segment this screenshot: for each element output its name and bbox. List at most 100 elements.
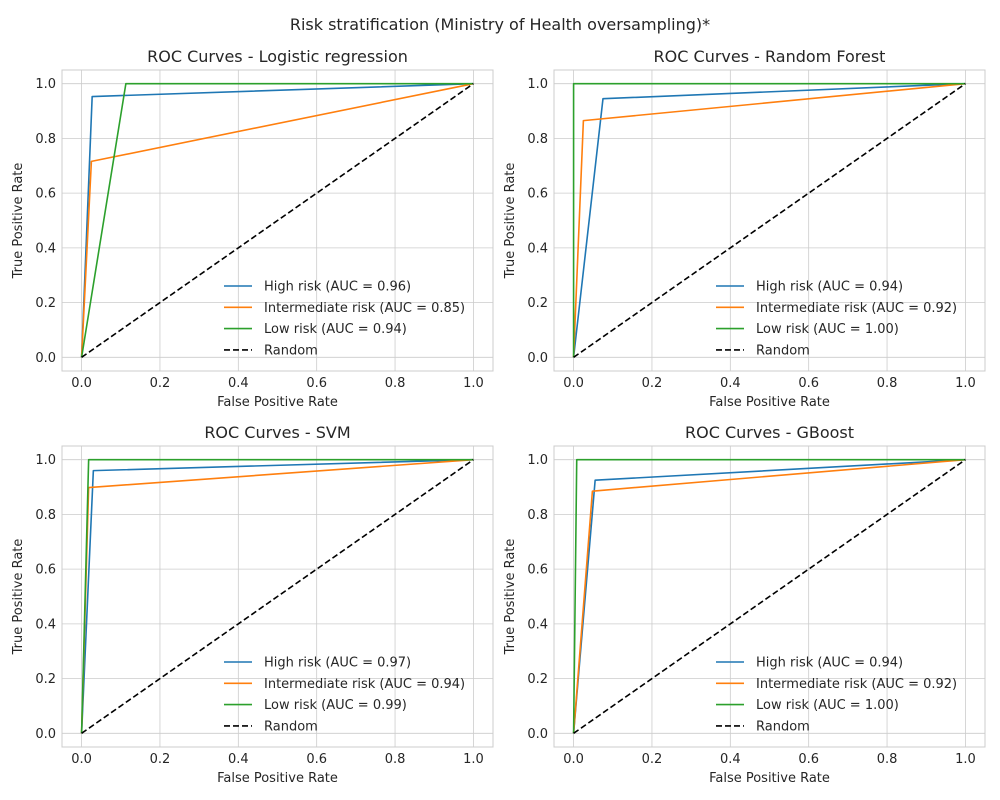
legend-label: Intermediate risk (AUC = 0.92)	[756, 677, 957, 692]
x-tick-label: 0.4	[228, 752, 249, 767]
plot-frame	[61, 445, 494, 748]
x-tick-label: 0.2	[642, 376, 663, 391]
chart-panel: 0.0 0.2 0.4 0.6 0.8 1.0 0.0 0.2 0.4 0.6 0.8 1.0 ROC …	[11, 47, 494, 410]
x-tick-label: 0.8	[385, 752, 406, 767]
x-axis-label: False Positive Rate	[217, 395, 338, 410]
y-axis-label: True Positive Rate	[503, 163, 518, 280]
legend-label: Random	[264, 719, 318, 734]
y-tick-label: 0.4	[35, 241, 56, 256]
series-line-intermediate	[572, 82, 966, 358]
plot-frame	[553, 445, 986, 748]
series-line-low	[572, 458, 966, 734]
series-line-intermediate	[572, 458, 966, 734]
legend-label: Low risk (AUC = 0.99)	[264, 698, 407, 713]
legend: High risk (AUC = 0.96) Intermediate risk …	[224, 280, 465, 358]
y-tick-label: 0.6	[527, 187, 548, 202]
x-tick-label: 0.6	[306, 752, 327, 767]
chart-title: ROC Curves - SVM	[204, 423, 350, 442]
x-tick-label: 0.0	[71, 376, 92, 391]
x-tick-label: 0.4	[720, 752, 741, 767]
y-tick-label: 0.4	[527, 241, 548, 256]
y-tick-label: 0.4	[35, 617, 56, 632]
legend-label: Random	[264, 343, 318, 358]
legend: High risk (AUC = 0.94) Intermediate risk …	[716, 656, 957, 734]
legend-label: High risk (AUC = 0.96)	[264, 280, 411, 295]
y-tick-label: 0.0	[35, 727, 56, 742]
legend-label: High risk (AUC = 0.97)	[264, 656, 411, 671]
x-tick-label: 1.0	[463, 376, 484, 391]
x-tick-label: 0.6	[798, 376, 819, 391]
y-tick-label: 0.2	[35, 672, 56, 687]
y-tick-label: 0.0	[527, 727, 548, 742]
legend-label: Low risk (AUC = 1.00)	[756, 698, 899, 713]
legend-label: Low risk (AUC = 0.94)	[264, 322, 407, 337]
x-axis-label: False Positive Rate	[709, 771, 830, 786]
y-tick-label: 0.6	[35, 563, 56, 578]
legend: High risk (AUC = 0.97) Intermediate risk …	[224, 656, 465, 734]
legend-label: Random	[756, 343, 810, 358]
x-tick-label: 0.0	[71, 752, 92, 767]
series-line-random	[81, 83, 474, 358]
figure-title: Risk stratification (Ministry of Health …	[290, 15, 710, 34]
y-tick-label: 0.2	[527, 672, 548, 687]
x-tick-label: 0.8	[385, 376, 406, 391]
legend-label: Random	[756, 719, 810, 734]
y-tick-label: 1.0	[35, 453, 56, 468]
y-tick-label: 0.6	[35, 187, 56, 202]
y-tick-label: 0.2	[527, 296, 548, 311]
x-axis-label: False Positive Rate	[217, 771, 338, 786]
x-tick-label: 0.2	[642, 752, 663, 767]
chart-panel: 0.0 0.2 0.4 0.6 0.8 1.0 0.0 0.2 0.4 0.6 0.8 1.0 ROC …	[503, 423, 986, 786]
legend-label: High risk (AUC = 0.94)	[756, 280, 903, 295]
series-line-low	[572, 82, 966, 358]
series-line-random	[573, 459, 966, 734]
x-tick-label: 0.8	[877, 376, 898, 391]
legend-label: Intermediate risk (AUC = 0.85)	[264, 301, 465, 316]
y-tick-label: 0.8	[527, 508, 548, 523]
y-axis-label: True Positive Rate	[503, 539, 518, 656]
y-tick-label: 1.0	[527, 77, 548, 92]
x-tick-label: 0.6	[306, 376, 327, 391]
y-tick-label: 0.8	[527, 132, 548, 147]
chart-title: ROC Curves - Logistic regression	[147, 47, 408, 66]
plot-frame	[61, 69, 494, 372]
y-axis-label: True Positive Rate	[11, 539, 26, 656]
y-tick-label: 1.0	[35, 77, 56, 92]
x-tick-label: 0.2	[150, 376, 171, 391]
y-axis-label: True Positive Rate	[11, 163, 26, 280]
series-line-high	[80, 458, 474, 734]
x-tick-label: 1.0	[955, 376, 976, 391]
series-line-low	[80, 458, 474, 734]
y-tick-label: 0.6	[527, 563, 548, 578]
y-tick-label: 0.8	[35, 508, 56, 523]
legend-label: Intermediate risk (AUC = 0.92)	[756, 301, 957, 316]
y-tick-label: 0.0	[527, 351, 548, 366]
y-tick-label: 0.4	[527, 617, 548, 632]
series-line-intermediate	[80, 82, 474, 358]
x-tick-label: 1.0	[955, 752, 976, 767]
chart-panel: 0.0 0.2 0.4 0.6 0.8 1.0 0.0 0.2 0.4 0.6 0.8 1.0 ROC …	[503, 47, 986, 410]
y-tick-label: 0.2	[35, 296, 56, 311]
chart-title: ROC Curves - GBoost	[685, 423, 854, 442]
series-line-high	[572, 82, 966, 358]
x-tick-label: 0.0	[563, 752, 584, 767]
x-tick-label: 0.0	[563, 376, 584, 391]
series-line-low	[80, 82, 474, 358]
legend-label: Low risk (AUC = 1.00)	[756, 322, 899, 337]
y-tick-label: 0.8	[35, 132, 56, 147]
y-tick-label: 0.0	[35, 351, 56, 366]
x-axis-label: False Positive Rate	[709, 395, 830, 410]
legend: High risk (AUC = 0.94) Intermediate risk …	[716, 280, 957, 358]
series-line-high	[80, 82, 474, 358]
x-tick-label: 0.2	[150, 752, 171, 767]
x-tick-label: 0.4	[720, 376, 741, 391]
plot-frame	[553, 69, 986, 372]
legend-label: High risk (AUC = 0.94)	[756, 656, 903, 671]
x-tick-label: 1.0	[463, 752, 484, 767]
series-line-random	[573, 83, 966, 358]
chart-title: ROC Curves - Random Forest	[654, 47, 886, 66]
chart-panel: 0.0 0.2 0.4 0.6 0.8 1.0 0.0 0.2 0.4 0.6 0.8 1.0 ROC …	[11, 423, 494, 786]
x-tick-label: 0.8	[877, 752, 898, 767]
series-line-random	[81, 459, 474, 734]
